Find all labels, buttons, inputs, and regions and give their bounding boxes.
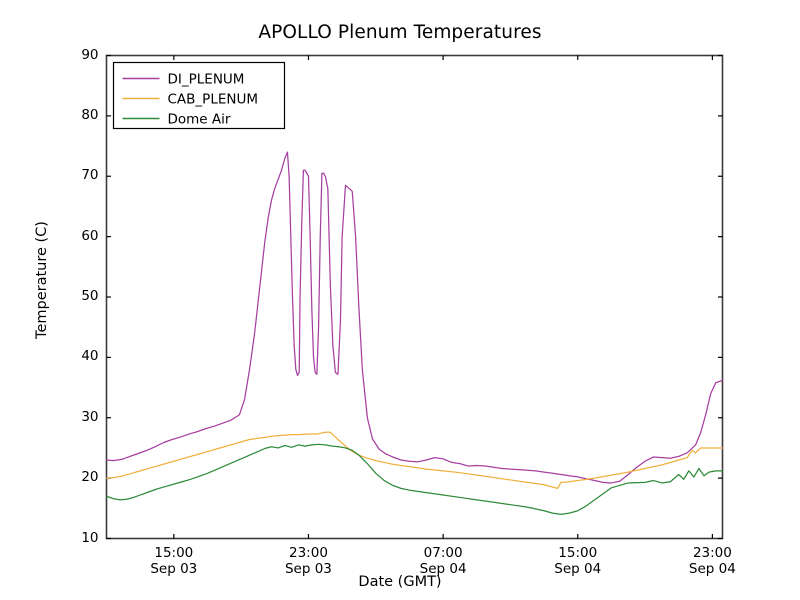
y-tick-label: 10 <box>81 529 99 546</box>
legend-label-dome-air: Dome Air <box>168 112 231 128</box>
x-tick-label: 23:00 Sep 03 <box>284 544 332 577</box>
legend-label-cab-plenum: CAB_PLENUM <box>168 92 259 108</box>
y-tick-label: 30 <box>81 408 99 425</box>
y-tick-label: 80 <box>81 106 99 123</box>
chart-legend: DI_PLENUM CAB_PLENUM Dome Air <box>112 61 286 130</box>
y-tick-label: 20 <box>81 469 99 486</box>
series-line-dome-air <box>105 443 724 515</box>
y-tick-label: 40 <box>81 348 99 365</box>
legend-label-di-plenum: DI_PLENUM <box>168 72 245 88</box>
y-tick-label: 50 <box>81 288 99 304</box>
chart-title: APOLLO Plenum Temperatures <box>258 22 542 43</box>
x-tick-label: 07:00 Sep 04 <box>419 544 467 577</box>
y-tick-label: 60 <box>81 227 99 244</box>
axis-ticks <box>106 54 723 540</box>
x-axis-label: Date (GMT) <box>358 574 442 590</box>
series-line-cab-plenum <box>105 431 724 490</box>
x-tick-label: 23:00 Sep 04 <box>688 544 736 577</box>
legend-box <box>112 61 286 130</box>
series-line-di-plenum <box>105 151 724 484</box>
y-tick-label: 90 <box>81 46 99 63</box>
x-tick-label: 15:00 Sep 03 <box>150 544 198 577</box>
x-tick-label: 15:00 Sep 04 <box>554 544 602 577</box>
data-series-group <box>105 151 724 515</box>
y-tick-label: 70 <box>81 167 99 184</box>
